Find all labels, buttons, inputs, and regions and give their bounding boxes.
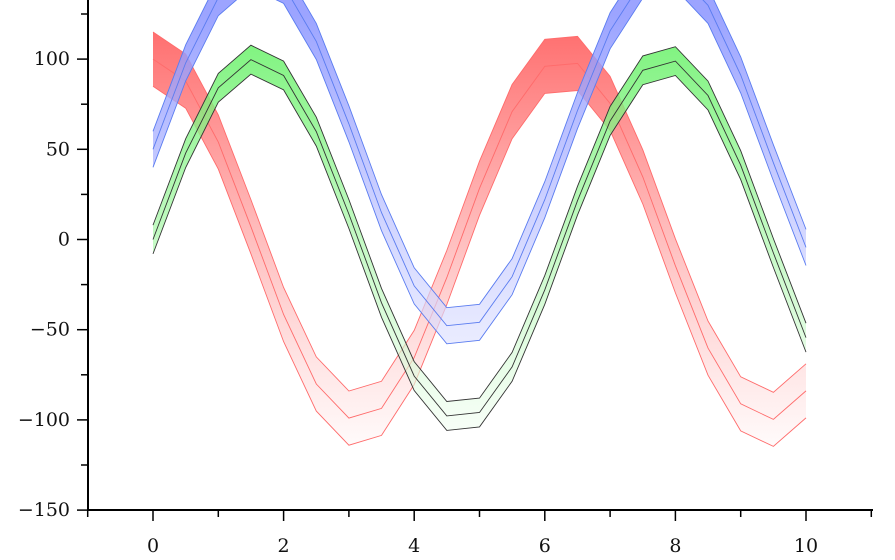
series-0-upper-line: [152, 31, 807, 393]
y-tick-label: 100: [34, 48, 70, 70]
x-tick-label: 2: [278, 535, 290, 557]
x-tick-label: 6: [539, 535, 551, 557]
y-tick-label: −50: [30, 319, 70, 341]
series-2-lower-line: [152, 0, 807, 345]
series-1-upper-line: [152, 44, 807, 402]
x-tick-label: 0: [147, 535, 159, 557]
series-1-center-line: [152, 59, 807, 417]
series-1-lower-line: [152, 73, 807, 431]
y-tick-label: 50: [46, 138, 70, 160]
series-2-upper-line: [152, 0, 807, 309]
series-2-center-line: [152, 0, 807, 327]
y-tick-label: −150: [18, 499, 70, 521]
series-0-center-line: [152, 58, 807, 420]
x-tick-label: 4: [408, 535, 420, 557]
series-band-1: [153, 45, 806, 431]
y-tick-label: −100: [18, 409, 70, 431]
y-tick-label: 0: [58, 229, 70, 251]
x-tick-label: 10: [794, 535, 818, 557]
x-tick-label: 8: [669, 535, 681, 557]
series-0-lower-line: [152, 85, 807, 447]
axes: −150 −100 −50 0 50 100 0 2 4 6 8 10: [18, 0, 873, 557]
plot-area: [152, 0, 807, 447]
